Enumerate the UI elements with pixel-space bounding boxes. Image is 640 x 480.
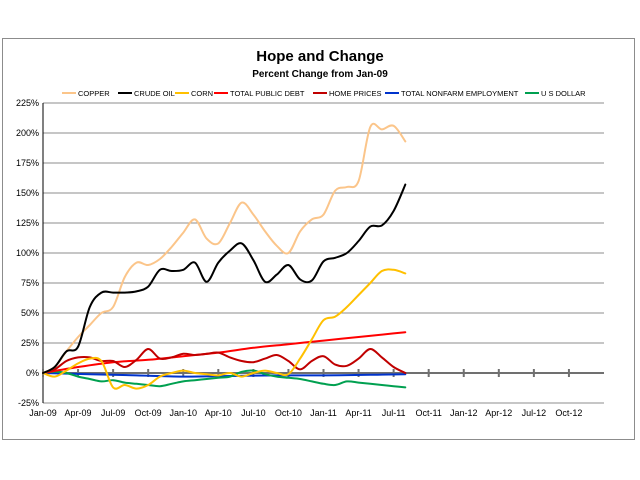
y-tick-label: 50% xyxy=(21,308,39,318)
x-tick-label: Oct-09 xyxy=(135,408,162,418)
y-tick-label: 150% xyxy=(16,188,39,198)
x-tick-label: Apr-11 xyxy=(345,408,371,418)
y-tick-label: 175% xyxy=(16,158,39,168)
series-line-crude-oil xyxy=(42,183,407,374)
x-tick-label: Jul-12 xyxy=(522,408,547,418)
legend-label: CRUDE OIL xyxy=(134,89,175,98)
series-line-total-public-debt xyxy=(42,331,407,374)
y-tick-label: 125% xyxy=(16,218,39,228)
x-tick-label: Jul-09 xyxy=(101,408,126,418)
legend-label: CORN xyxy=(191,89,213,98)
series-line-corn xyxy=(42,268,407,390)
legend-label: TOTAL NONFARM EMPLOYMENT xyxy=(401,89,519,98)
x-tick-label: Jan-10 xyxy=(169,408,197,418)
x-tick-label: Jul-10 xyxy=(241,408,266,418)
y-axis: -25% 0% 25% 50% 75% 100% 125% 150% 175% 200% 225% xyxy=(16,98,44,408)
x-tick-label: Jan-09 xyxy=(29,408,57,418)
series-lines xyxy=(42,122,407,390)
x-axis: Jan-09 Apr-09 Jul-09 Oct-09 Jan-10 Apr-10 Jul-… xyxy=(29,369,604,418)
x-tick-label: Oct-11 xyxy=(416,408,442,418)
x-tick-label: Oct-10 xyxy=(275,408,302,418)
y-tick-label: 0% xyxy=(26,368,39,378)
y-tick-label: 200% xyxy=(16,128,39,138)
x-tick-label: Jul-11 xyxy=(382,408,406,418)
x-tick-label: Apr-10 xyxy=(205,408,232,418)
chart-subtitle: Percent Change from Jan-09 xyxy=(252,69,388,80)
legend-label: HOME PRICES xyxy=(329,89,382,98)
y-tick-label: 75% xyxy=(21,278,39,288)
legend: COPPER CRUDE OIL CORN TOTAL PUBLIC DEBT HOME… xyxy=(62,89,586,98)
series-line-copper xyxy=(42,122,407,374)
y-tick-label: 25% xyxy=(21,338,39,348)
chart-title: Hope and Change xyxy=(256,48,384,65)
x-tick-label: Oct-12 xyxy=(555,408,582,418)
x-tick-label: Apr-09 xyxy=(65,408,92,418)
gridlines xyxy=(43,102,604,404)
y-tick-label: -25% xyxy=(18,398,39,408)
legend-label: COPPER xyxy=(78,89,110,98)
x-tick-label: Jan-12 xyxy=(450,408,478,418)
x-tick-label: Apr-12 xyxy=(485,408,512,418)
y-tick-label: 225% xyxy=(16,98,39,108)
y-tick-label: 100% xyxy=(16,248,39,258)
legend-label: U S DOLLAR xyxy=(541,89,586,98)
series-line-u-s-dollar xyxy=(42,369,407,389)
x-tick-label: Jan-11 xyxy=(310,408,337,418)
legend-label: TOTAL PUBLIC DEBT xyxy=(230,89,305,98)
